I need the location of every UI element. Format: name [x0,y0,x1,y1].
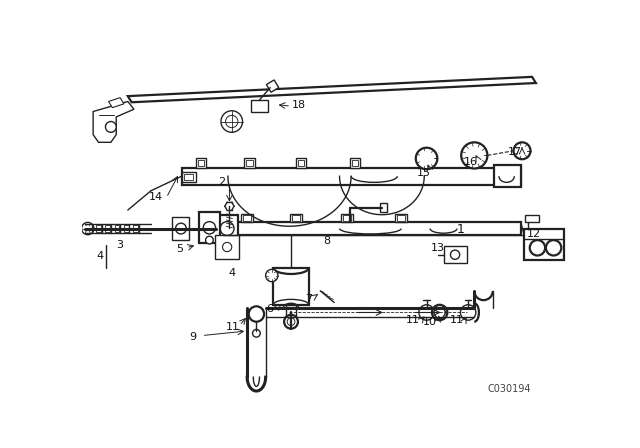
Bar [296,159,307,168]
Circle shape [266,269,278,282]
Bar [244,159,255,168]
Bar [172,217,189,240]
Circle shape [546,240,561,255]
Polygon shape [128,77,536,102]
Text: 14: 14 [149,192,163,202]
Bar [106,225,110,232]
Circle shape [106,121,116,132]
Circle shape [451,250,460,259]
Circle shape [225,115,238,128]
Circle shape [175,223,186,234]
Text: 15: 15 [417,168,431,178]
Polygon shape [266,80,279,92]
Bar [352,160,358,166]
Bar [246,160,253,166]
Bar [182,168,520,185]
Circle shape [287,318,295,326]
Text: 11: 11 [449,315,463,325]
Text: 6: 6 [266,304,273,314]
Bar [241,214,253,222]
Bar [124,225,129,232]
Bar [184,174,193,180]
Circle shape [530,240,545,255]
Bar [298,160,304,166]
Circle shape [419,305,435,320]
Text: 17: 17 [508,147,522,157]
Circle shape [205,236,213,244]
Bar [216,215,238,241]
Bar [215,236,239,258]
Text: 18: 18 [292,99,306,110]
Bar [96,225,101,232]
Bar [198,212,220,243]
Text: 13: 13 [431,243,445,253]
Bar [251,100,268,112]
Circle shape [221,111,243,132]
Circle shape [223,242,232,252]
Bar [292,215,300,221]
Circle shape [432,305,447,320]
Bar [289,214,302,222]
Text: 1: 1 [456,223,465,236]
Circle shape [513,142,531,159]
Text: 2: 2 [218,177,225,186]
Polygon shape [109,98,124,108]
Bar [341,214,353,222]
Circle shape [249,306,264,322]
Text: 11: 11 [406,315,420,325]
Text: 8: 8 [323,236,330,246]
Circle shape [220,222,234,236]
Circle shape [416,148,437,169]
Bar [196,159,206,168]
Text: 16: 16 [464,156,478,167]
Bar [182,172,196,181]
Bar [397,215,405,221]
Bar [133,225,138,232]
Bar [524,229,564,260]
Text: C030194: C030194 [487,383,531,394]
Bar [216,222,520,236]
Bar [395,214,407,222]
Text: 11: 11 [225,322,239,332]
Bar [380,203,387,212]
Circle shape [253,329,260,337]
Circle shape [204,222,216,234]
Circle shape [460,305,476,320]
Text: 3: 3 [116,240,124,250]
Bar [273,268,308,305]
Text: 7: 7 [305,293,312,304]
Bar [198,160,204,166]
Bar [349,159,360,168]
Bar [525,215,539,222]
Bar [243,215,251,221]
Bar [444,246,467,263]
Bar [285,305,296,320]
Text: 5: 5 [177,244,184,254]
Text: 4: 4 [97,251,104,261]
Text: 12: 12 [527,229,541,239]
Text: 9: 9 [189,332,197,342]
Bar [115,225,119,232]
Circle shape [81,222,94,235]
Polygon shape [93,102,134,142]
Circle shape [461,142,488,168]
Circle shape [284,315,298,329]
Bar [344,215,351,221]
Bar [493,165,520,187]
Text: 4: 4 [228,268,236,278]
Text: 10: 10 [422,317,436,327]
